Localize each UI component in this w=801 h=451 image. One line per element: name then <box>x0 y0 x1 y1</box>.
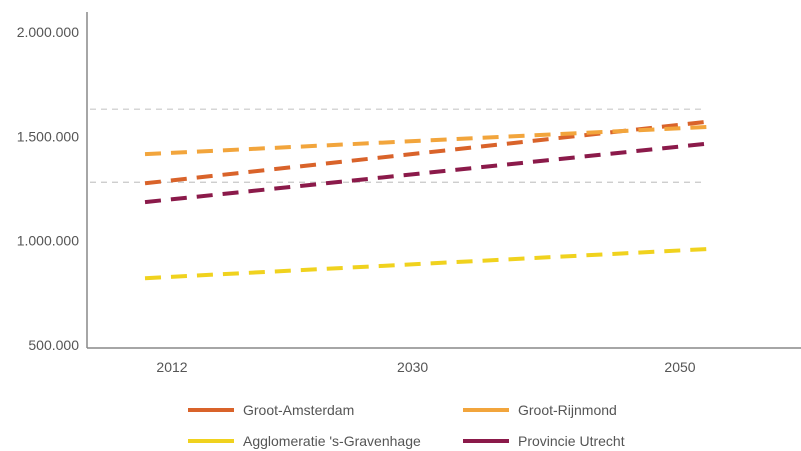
x-tick-labels: 2012 2030 2050 <box>156 359 695 375</box>
series-line <box>144 141 709 205</box>
series-lines <box>144 119 709 281</box>
legend-label: Provincie Utrecht <box>518 433 625 449</box>
x-tick-label: 2050 <box>664 359 695 375</box>
legend-label: Agglomeratie 's-Gravenhage <box>243 433 421 449</box>
y-tick-label: 1.500.000 <box>17 128 79 144</box>
series-line <box>144 124 709 157</box>
x-tick-label: 2030 <box>397 359 428 375</box>
legend-label: Groot-Rijnmond <box>518 402 617 418</box>
series-line <box>144 247 709 281</box>
y-tick-labels: 500.000 1.000.000 1.500.000 2.000.000 <box>17 24 80 353</box>
x-tick-label: 2012 <box>156 359 187 375</box>
y-tick-label: 500.000 <box>28 337 79 353</box>
reference-lines <box>90 108 705 183</box>
legend: Groot-Amsterdam Groot-Rijnmond Agglomerati… <box>188 402 625 449</box>
y-tick-label: 2.000.000 <box>17 24 79 40</box>
axes <box>86 12 801 349</box>
y-tick-label: 1.000.000 <box>17 233 79 249</box>
legend-label: Groot-Amsterdam <box>243 402 354 418</box>
